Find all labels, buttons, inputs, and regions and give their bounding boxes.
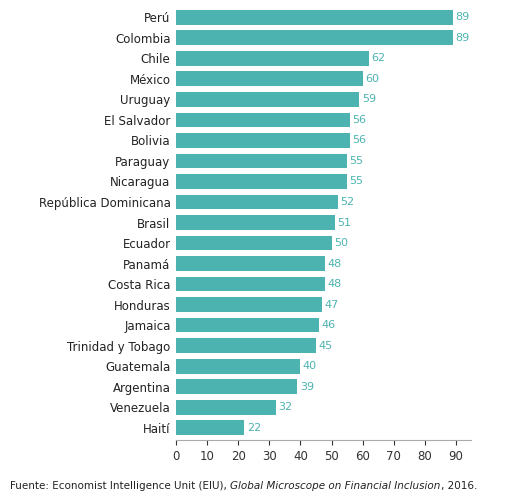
Bar [176, 51, 369, 66]
Text: 89: 89 [455, 33, 469, 43]
Bar [176, 194, 338, 210]
Text: 46: 46 [322, 320, 336, 330]
Text: 55: 55 [350, 176, 364, 186]
Text: , 2016.: , 2016. [441, 481, 477, 491]
Bar [176, 10, 453, 24]
Bar [176, 133, 350, 148]
Bar [176, 236, 332, 250]
Bar [176, 154, 347, 168]
Bar [176, 256, 325, 271]
Text: 56: 56 [353, 136, 367, 145]
Bar [176, 338, 316, 353]
Text: 52: 52 [340, 197, 354, 207]
Bar [176, 92, 359, 107]
Bar [176, 112, 350, 128]
Text: 55: 55 [350, 156, 364, 166]
Text: 22: 22 [247, 422, 261, 432]
Text: 56: 56 [353, 115, 367, 125]
Bar [176, 297, 322, 312]
Bar [176, 215, 335, 230]
Bar [176, 72, 363, 86]
Text: 60: 60 [365, 74, 379, 84]
Text: 48: 48 [328, 279, 342, 289]
Bar [176, 174, 347, 189]
Bar [176, 30, 453, 45]
Text: Fuente: Economist Intelligence Unit (EIU),: Fuente: Economist Intelligence Unit (EIU… [10, 481, 231, 491]
Text: 48: 48 [328, 258, 342, 268]
Text: 59: 59 [362, 94, 376, 104]
Text: 39: 39 [300, 382, 314, 392]
Bar [176, 400, 276, 414]
Bar [176, 420, 244, 435]
Text: Global Microscope on Financial Inclusion: Global Microscope on Financial Inclusion [231, 481, 441, 491]
Text: 45: 45 [319, 340, 333, 350]
Text: 47: 47 [325, 300, 339, 310]
Text: 62: 62 [371, 54, 385, 64]
Bar [176, 276, 325, 291]
Bar [176, 380, 297, 394]
Text: 89: 89 [455, 12, 469, 22]
Text: 40: 40 [303, 361, 317, 371]
Text: 50: 50 [334, 238, 348, 248]
Bar [176, 358, 300, 374]
Text: 32: 32 [278, 402, 292, 412]
Text: 51: 51 [337, 218, 351, 228]
Bar [176, 318, 319, 332]
